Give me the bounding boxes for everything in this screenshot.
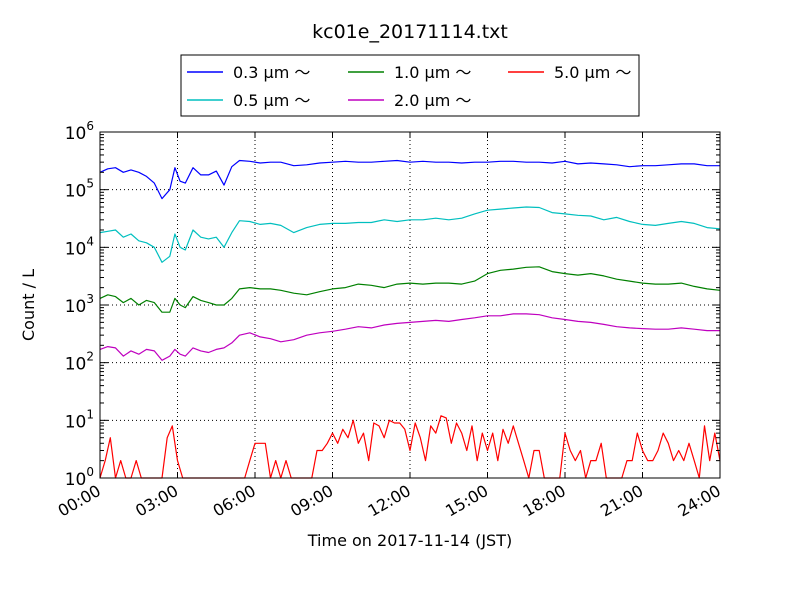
legend: 0.3 μm ～ 0.5 μm ～ 1.0 μm ～ 2.0 μm ～ 5.0 μm ～	[180, 54, 640, 117]
legend-label: 5.0 μm ～	[554, 63, 631, 82]
series-line-2	[99, 266, 721, 313]
legend-label: 0.5 μm ～	[233, 91, 310, 110]
axis-ticks	[99, 131, 721, 479]
x-tick-label: 18:00	[520, 481, 569, 521]
y-tick-label: 101	[65, 407, 94, 432]
x-tick-label: 24:00	[675, 481, 724, 521]
x-axis-label: Time on 2017-11-14 (JST)	[307, 531, 512, 550]
y-tick-label: 100	[65, 465, 94, 490]
series-line-3	[99, 313, 720, 361]
y-tick-label: 104	[65, 234, 94, 259]
x-tick-labels: 00:00 03:00 06:00 09:00 12:00 15:00 18:00 21:00…	[55, 481, 724, 521]
legend-box	[180, 54, 640, 117]
legend-label: 1.0 μm ～	[394, 63, 471, 82]
x-tick-label: 03:00	[132, 481, 181, 521]
y-tick-label: 105	[65, 177, 94, 202]
x-tick-label: 21:00	[597, 481, 646, 521]
x-tick-label: 06:00	[210, 481, 259, 521]
x-tick-label: 15:00	[442, 481, 491, 521]
series-line-1	[99, 206, 721, 263]
x-tick-label: 12:00	[365, 481, 414, 521]
y-axis-label: Count / L	[19, 269, 38, 341]
y-tick-label: 102	[65, 350, 94, 375]
x-tick-label: 09:00	[287, 481, 336, 521]
legend-label: 2.0 μm ～	[394, 91, 471, 110]
series-line-0	[99, 159, 720, 200]
y-tick-label: 103	[65, 292, 94, 317]
y-tick-label: 106	[65, 119, 94, 144]
grid	[100, 132, 720, 478]
chart-title: kc01e_20171114.txt	[312, 21, 508, 43]
y-tick-labels: 100 101 102 103 104 105 106	[65, 119, 94, 490]
legend-label: 0.3 μm ～	[233, 63, 310, 82]
